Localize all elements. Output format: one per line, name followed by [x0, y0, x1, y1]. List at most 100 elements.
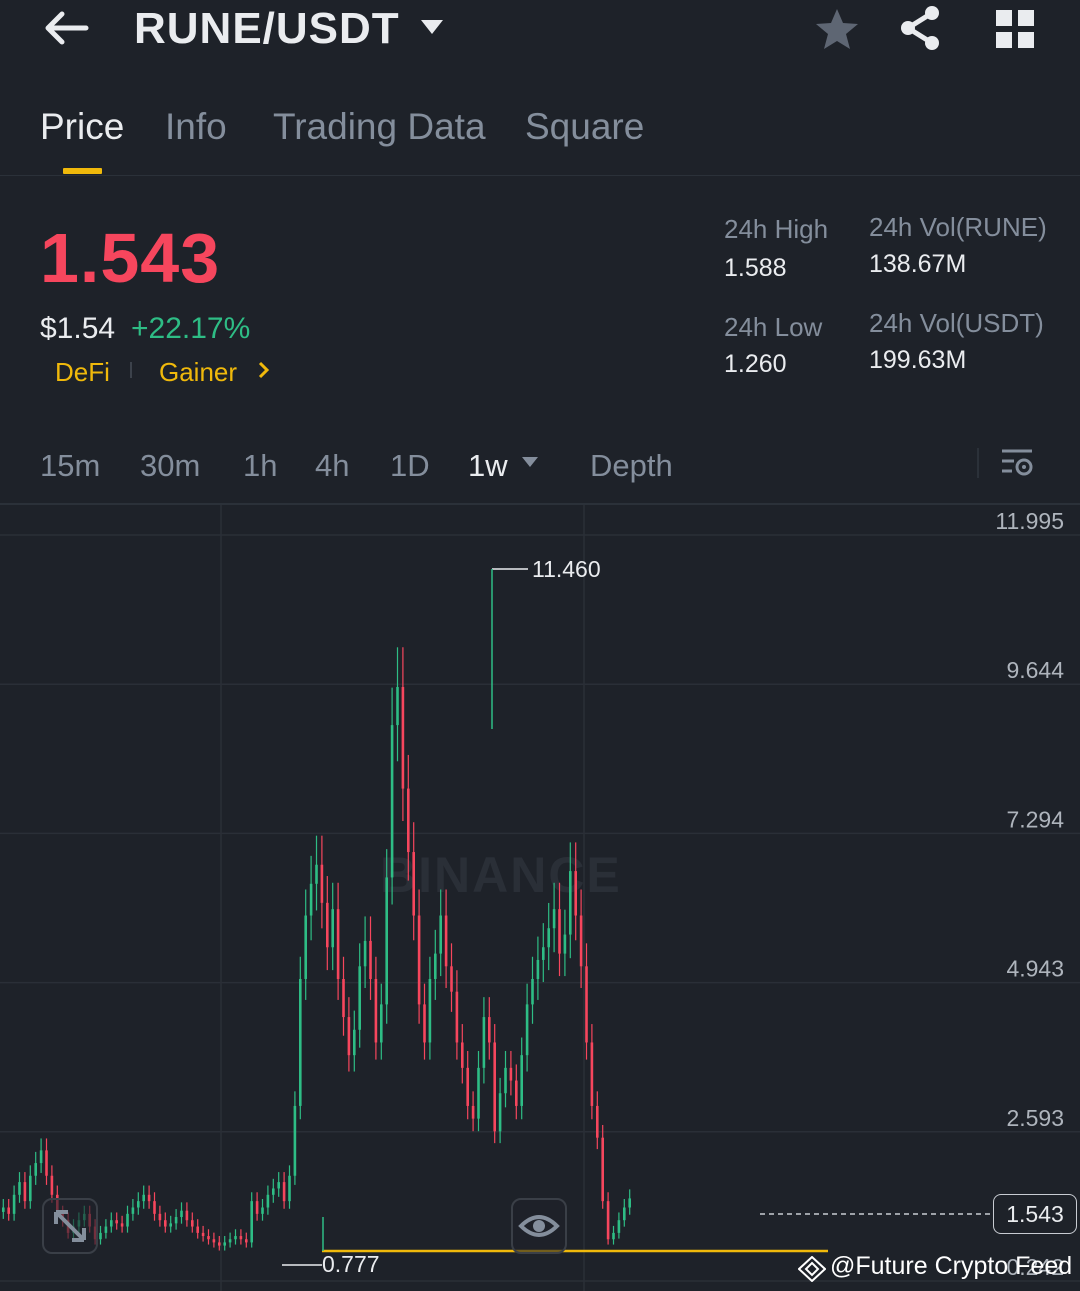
- tab-square[interactable]: Square: [525, 106, 645, 147]
- interval-1h[interactable]: 1h: [243, 448, 278, 483]
- tab-trading-data[interactable]: Trading Data: [273, 106, 486, 147]
- candle-body: [282, 1182, 286, 1202]
- candle-body: [212, 1239, 216, 1243]
- candle-body: [272, 1188, 275, 1195]
- candle-body: [390, 725, 394, 878]
- interval-4h[interactable]: 4h: [315, 448, 350, 483]
- candle-body: [363, 940, 367, 967]
- candle-body: [558, 909, 561, 954]
- y-axis-label: 4.943: [1006, 956, 1064, 982]
- tag-gainer[interactable]: Gainer: [159, 357, 238, 387]
- candle-body: [255, 1201, 259, 1214]
- candle-body: [293, 1105, 297, 1176]
- y-axis-label: 7.294: [1006, 806, 1064, 832]
- candle-body: [601, 1137, 604, 1202]
- tag-defi[interactable]: DeFi: [55, 357, 110, 387]
- candle-body: [374, 978, 378, 1043]
- candle-body: [439, 915, 442, 954]
- tabs-divider: [0, 175, 1080, 176]
- candle-body: [315, 864, 318, 884]
- interval-divider: [977, 448, 979, 478]
- candle-body: [218, 1242, 221, 1246]
- chevron-right-icon[interactable]: [257, 360, 271, 380]
- interval-15m[interactable]: 15m: [40, 448, 101, 483]
- share-icon[interactable]: [898, 4, 944, 52]
- candle-body: [488, 1017, 491, 1043]
- credit-text: @Future Crypto Feed: [830, 1252, 1073, 1280]
- candle-body: [320, 864, 324, 903]
- price-change-percent: +22.17%: [131, 312, 251, 345]
- tab-info[interactable]: Info: [165, 106, 227, 147]
- chart-settings-icon[interactable]: [1000, 447, 1034, 479]
- candle-body: [606, 1201, 610, 1240]
- candle-body: [552, 909, 556, 929]
- candle-body: [174, 1217, 178, 1224]
- usd-price: $1.54: [40, 312, 116, 345]
- candle-body: [153, 1201, 156, 1214]
- stat-24h-high-value: 1.588: [724, 254, 787, 282]
- candle-body: [39, 1150, 43, 1164]
- star-icon[interactable]: [814, 6, 860, 52]
- candle-body: [12, 1194, 16, 1214]
- candle-body: [369, 940, 372, 979]
- candle-body: [331, 909, 334, 948]
- stat-24h-vol-rune-label: 24h Vol(RUNE): [869, 212, 1047, 242]
- candle-body: [477, 1067, 480, 1119]
- candle-body: [396, 687, 399, 726]
- stat-24h-vol-usdt-label: 24h Vol(USDT): [869, 308, 1044, 338]
- candle-body: [245, 1239, 248, 1243]
- interval-1d[interactable]: 1D: [390, 448, 430, 483]
- back-arrow-icon[interactable]: [40, 6, 92, 50]
- y-axis-label: 11.995: [995, 508, 1064, 534]
- candle-body: [2, 1207, 5, 1212]
- candle-body: [461, 1042, 464, 1068]
- expand-button[interactable]: [42, 1198, 98, 1254]
- stat-24h-vol-usdt-value: 199.63M: [869, 346, 967, 374]
- candle-body: [444, 915, 448, 967]
- stat-24h-vol-rune-value: 138.67M: [869, 250, 967, 278]
- candle-body: [336, 909, 340, 979]
- candle-body: [547, 928, 550, 948]
- current-price-tag[interactable]: 1.543: [993, 1194, 1077, 1234]
- candle-body: [169, 1223, 172, 1227]
- candle-body: [326, 902, 329, 948]
- high-price-annotation: 11.460: [532, 556, 601, 582]
- pair-title[interactable]: RUNE/USDT: [134, 4, 400, 53]
- interval-30m[interactable]: 30m: [140, 448, 201, 483]
- candle-body: [234, 1236, 237, 1240]
- interval-1w[interactable]: 1w: [468, 448, 508, 483]
- candle-body: [407, 788, 410, 853]
- candle-body: [466, 1067, 469, 1106]
- candle-body: [590, 1042, 594, 1106]
- candle-body: [617, 1220, 621, 1233]
- visibility-button[interactable]: [511, 1198, 567, 1254]
- candle-body: [126, 1213, 129, 1227]
- stat-24h-high-label: 24h High: [724, 214, 829, 244]
- chevron-down-icon[interactable]: [420, 18, 444, 36]
- candle-body: [7, 1207, 10, 1214]
- candle-body: [482, 1017, 486, 1068]
- candlestick-chart[interactable]: 11.995 9.644 7.294 4.943 2.593 0.242 11.460 0.7…: [0, 505, 1080, 1291]
- candle-body: [623, 1207, 626, 1221]
- candle-body: [288, 1175, 291, 1202]
- chart-top-divider: [0, 503, 1080, 505]
- candle-body: [158, 1213, 162, 1221]
- candle-body: [498, 1093, 502, 1132]
- candle-body: [50, 1175, 54, 1195]
- candle-body: [18, 1182, 21, 1195]
- chevron-down-icon[interactable]: [521, 456, 539, 468]
- tab-price[interactable]: Price: [40, 106, 125, 147]
- candle-body: [412, 852, 415, 916]
- interval-depth[interactable]: Depth: [590, 448, 673, 483]
- candle-body: [131, 1207, 135, 1214]
- stat-24h-low-value: 1.260: [724, 350, 787, 378]
- candle-body: [401, 687, 405, 789]
- candle-body: [493, 1042, 496, 1132]
- grid-icon[interactable]: [994, 8, 1036, 50]
- candle-body: [585, 966, 588, 1043]
- candle-body: [137, 1201, 140, 1208]
- candle-body: [385, 877, 388, 1005]
- stat-24h-low-label: 24h Low: [724, 312, 823, 342]
- logo-icon: [798, 1256, 826, 1282]
- candle-body: [380, 1004, 383, 1043]
